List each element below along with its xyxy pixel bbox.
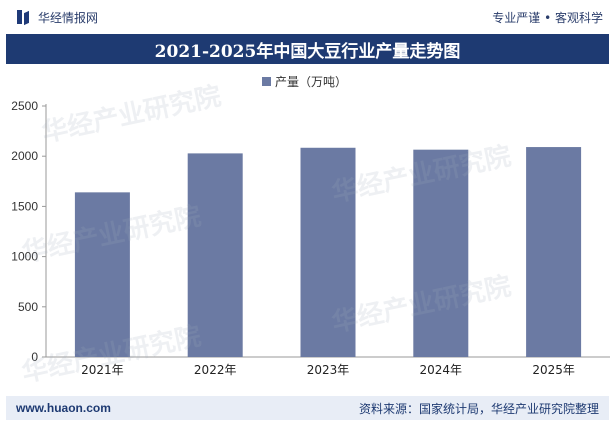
bar-chart: 产量（万吨） 0 500 1000 1500 2000 2500 2021年 2022年 2023…: [11, 75, 610, 377]
brand: 华经情报网: [16, 9, 98, 26]
y-tick-label: 1500: [11, 199, 38, 213]
legend-label: 产量（万吨）: [275, 75, 347, 89]
chart-title: 2021-2025年中国大豆行业产量走势图: [154, 41, 461, 62]
y-tick-label: 1000: [11, 250, 38, 264]
bar: [74, 192, 130, 357]
x-tick-label: 2023年: [307, 363, 350, 377]
x-tick-label: 2022年: [194, 363, 237, 377]
footer-bar: www.huaon.com 资料来源：国家统计局，华经产业研究院整理: [6, 396, 609, 420]
huajing-logo-icon: [16, 10, 30, 24]
bar: [526, 147, 582, 357]
header-bar: 华经情报网 专业严谨 • 客观科学: [0, 0, 615, 34]
bar: [187, 153, 243, 357]
chart-area: 华经产业研究院 华经产业研究院 华经产业研究院 华经产业研究院 华经产业研究院 …: [0, 64, 615, 394]
x-tick-label: 2025年: [532, 363, 575, 377]
tagline: 专业严谨 • 客观科学: [492, 10, 603, 25]
y-tick-label: 2000: [11, 149, 38, 163]
x-tick-label: 2021年: [81, 363, 124, 377]
data-source: 资料来源：国家统计局，华经产业研究院整理: [358, 401, 599, 416]
chart-title-bar: 2021-2025年中国大豆行业产量走势图: [6, 34, 609, 64]
bar: [413, 149, 469, 357]
y-tick-label: 2500: [11, 99, 38, 113]
bar: [300, 147, 356, 357]
brand-name: 华经情报网: [38, 10, 99, 25]
y-tick-label: 0: [31, 350, 38, 364]
y-tick-label: 500: [18, 300, 38, 314]
website-link[interactable]: www.huaon.com: [16, 401, 111, 415]
legend-swatch: [262, 77, 271, 86]
x-tick-label: 2024年: [420, 363, 463, 377]
